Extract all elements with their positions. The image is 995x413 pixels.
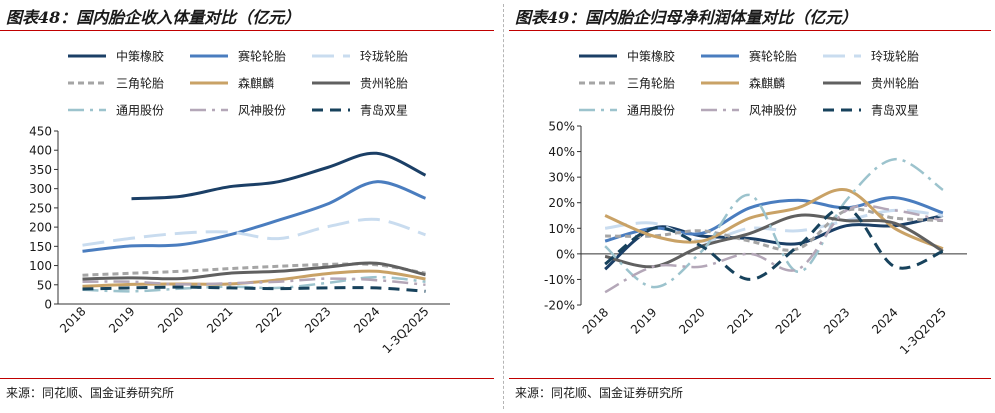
source-note-net-profit: 来源：同花顺、国金证券研究所: [515, 386, 684, 400]
source-rule: [509, 378, 991, 379]
x-tick-label: 2022: [253, 304, 284, 335]
y-tick-label: 200: [29, 221, 52, 235]
series-line-3: [604, 208, 944, 243]
legend-label: 风神股份: [749, 104, 797, 118]
x-tick-label: 2018: [57, 304, 88, 335]
y-tick-label: 0%: [556, 247, 575, 261]
series-group: [82, 151, 427, 293]
series-line-9: [604, 206, 944, 281]
y-tick-label: 400: [29, 144, 52, 158]
x-tick-label: 1-3Q2025: [380, 304, 432, 356]
series-line-7: [82, 275, 426, 293]
legend-label: 贵州轮胎: [360, 77, 408, 91]
legend-label: 三角轮胎: [116, 77, 164, 91]
series-line-4: [605, 207, 943, 252]
legend-label: 赛轮轮胎: [238, 49, 286, 64]
source-rule: [0, 378, 494, 379]
x-tick-label: 2020: [155, 304, 186, 335]
legend-label: 中策橡胶: [116, 49, 164, 64]
x-tick-label: 2021: [204, 304, 235, 335]
x-tick-label: 1-3Q2025: [897, 305, 949, 357]
chart-panel-revenue: 图表48：国内胎企收入体量对比（亿元） 中策橡胶 赛轮轮胎 玲珑轮胎三角轮胎 森麒麟 贵…: [0, 8, 494, 400]
x-tick-label: 2024: [869, 305, 900, 336]
chart-panel-net-profit: 图表49：国内胎企归母净利润体量对比（亿元） 中策橡胶 赛轮轮胎 玲珑轮胎三角轮胎 森…: [509, 0, 995, 413]
series-line-8: [82, 277, 426, 287]
y-axis: 0 50 100 150 200 250 300 350 400 450: [29, 125, 59, 312]
chart-title-net-profit: 图表49：国内胎企归母净利润体量对比（亿元）: [515, 8, 858, 27]
series-line-1: [131, 151, 427, 201]
legend-label: 森麒麟: [749, 76, 785, 91]
series-line-5: [82, 269, 426, 288]
x-tick-label: 2023: [821, 305, 852, 336]
y-tick-label: 250: [29, 201, 52, 215]
series-line-6: [82, 261, 426, 281]
y-axis: -20% -10% 0% 10% 20% 30% 40% 50%: [544, 120, 582, 313]
y-tick-label: 0: [44, 298, 52, 312]
legend-label: 中策橡胶: [627, 49, 675, 64]
y-tick-label: 40%: [548, 145, 575, 159]
y-tick-label: -10%: [544, 273, 575, 287]
legend-label: 赛轮轮胎: [749, 49, 797, 64]
source-note-revenue: 来源：同花顺、国金证券研究所: [6, 386, 175, 400]
title-rule: [0, 30, 494, 31]
series-line-2: [82, 180, 427, 253]
panel-divider: [503, 4, 504, 409]
legend-label: 玲珑轮胎: [360, 50, 408, 64]
legend-label: 贵州轮胎: [871, 77, 919, 91]
legend-label: 通用股份: [116, 104, 164, 118]
x-tick-label: 2020: [676, 305, 707, 336]
legend-label: 三角轮胎: [627, 77, 675, 91]
series-line-7: [604, 157, 944, 289]
legend-label: 青岛双星: [360, 103, 408, 118]
series-line-9: [82, 285, 426, 293]
y-tick-label: 20%: [548, 196, 575, 210]
x-tick-label: 2019: [106, 304, 137, 335]
chart-title-revenue: 图表48：国内胎企收入体量对比（亿元）: [6, 8, 301, 27]
y-tick-label: 50: [37, 278, 52, 292]
x-tick-label: 2021: [725, 305, 756, 336]
y-tick-label: 10%: [548, 222, 575, 236]
y-tick-label: 30%: [548, 171, 575, 185]
legend-label: 风神股份: [238, 104, 286, 118]
x-tick-label: 2019: [628, 305, 659, 336]
x-tick-label: 2023: [302, 304, 333, 335]
series-line-6: [604, 213, 944, 269]
y-tick-label: 150: [29, 240, 52, 254]
y-tick-label: 100: [29, 259, 52, 273]
x-tick-label: 2022: [773, 305, 804, 336]
title-rule: [509, 30, 991, 31]
x-tick-label: 2024: [351, 304, 382, 335]
y-tick-label: 50%: [548, 120, 575, 134]
y-tick-label: -20%: [544, 299, 575, 313]
legend-label: 通用股份: [627, 104, 675, 118]
series-line-5: [604, 188, 944, 251]
legend-label: 玲珑轮胎: [871, 50, 919, 64]
y-tick-label: 300: [29, 182, 52, 196]
series-line-8: [604, 204, 944, 294]
y-tick-label: 450: [29, 125, 52, 139]
legend-label: 青岛双星: [871, 103, 919, 118]
series-line-3: [82, 217, 426, 247]
y-tick-label: 350: [29, 163, 52, 177]
x-tick-label: 2018: [580, 305, 611, 336]
series-group: [604, 157, 944, 294]
legend-label: 森麒麟: [238, 76, 274, 91]
